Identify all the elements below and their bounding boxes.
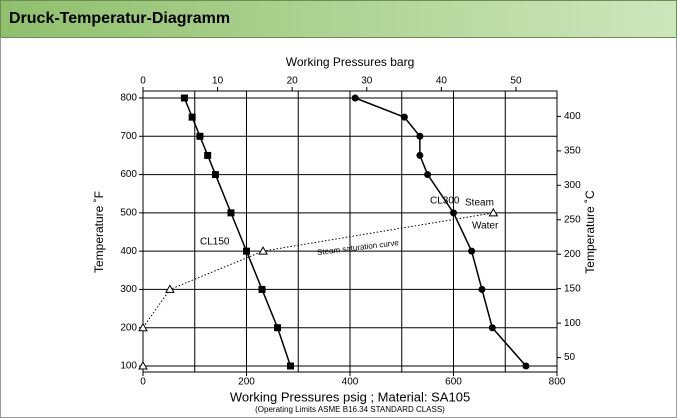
marker (468, 247, 476, 255)
series-label: CL300 (430, 196, 460, 207)
marker (286, 362, 294, 370)
marker (488, 324, 496, 332)
marker (196, 132, 204, 140)
note: (Operating Limits ASME B16.34 STANDARD C… (255, 405, 445, 414)
marker (211, 171, 219, 179)
y2-tick-label: 300 (564, 180, 581, 191)
y2-tick-label: 350 (564, 145, 581, 156)
marker (180, 94, 188, 102)
marker (227, 209, 235, 217)
y2-tick-label: 50 (564, 352, 576, 363)
marker (258, 285, 266, 293)
y2-tick-label: 400 (564, 111, 581, 122)
x2-tick-label: 0 (140, 76, 146, 87)
marker (188, 113, 196, 121)
annotation: Water (472, 221, 499, 232)
y-tick-label: 800 (120, 93, 137, 104)
y-tick-label: 500 (120, 207, 137, 218)
y2-tick-label: 250 (564, 214, 581, 225)
marker (416, 132, 424, 140)
y-tick-label: 300 (120, 284, 137, 295)
marker (204, 151, 212, 159)
marker (243, 247, 250, 255)
header-bar: Druck-Temperatur-Diagramm (0, 0, 677, 38)
y2-tick-label: 200 (564, 249, 581, 260)
marker (400, 113, 408, 121)
y-tick-label: 400 (120, 246, 137, 257)
x2-tick-label: 30 (361, 76, 373, 87)
x-tick-label: 200 (238, 377, 255, 388)
x2-tick-label: 20 (287, 76, 299, 87)
series-label: CL150 (200, 237, 230, 248)
chart-title: Working Pressures barg (286, 55, 415, 69)
x-tick-label: 600 (445, 377, 462, 388)
y2-axis-label: Temperature ˚C (583, 190, 597, 274)
series-label: Steam saturation curve (317, 238, 400, 257)
marker (488, 207, 499, 217)
series-line (183, 97, 292, 367)
marker (416, 151, 424, 159)
y-tick-label: 100 (120, 361, 137, 372)
y2-tick-label: 150 (564, 283, 581, 294)
header-title: Druck-Temperatur-Diagramm (9, 10, 231, 27)
x2-tick-label: 40 (436, 76, 448, 87)
y-axis-label: Temperature ˚F (92, 191, 106, 273)
marker (165, 284, 175, 293)
x2-tick-label: 10 (212, 76, 224, 87)
x-tick-label: 400 (342, 377, 359, 388)
series-line (354, 97, 527, 367)
marker (351, 94, 359, 102)
y-tick-label: 600 (120, 169, 137, 180)
marker (258, 246, 268, 255)
marker (274, 324, 282, 332)
x2-tick-label: 50 (510, 76, 522, 87)
marker (138, 322, 148, 332)
x-axis-label: Working Pressures psig ; Material: SA105 (230, 389, 470, 404)
marker (138, 360, 148, 370)
y2-tick-label: 100 (564, 318, 581, 329)
marker (478, 285, 486, 293)
y-tick-label: 700 (120, 131, 137, 142)
marker (522, 362, 530, 370)
annotation: Steam (465, 198, 494, 209)
marker (450, 209, 457, 217)
x-tick-label: 0 (140, 377, 146, 388)
marker (424, 171, 432, 179)
y-tick-label: 200 (120, 322, 137, 333)
x-tick-label: 800 (549, 377, 566, 388)
